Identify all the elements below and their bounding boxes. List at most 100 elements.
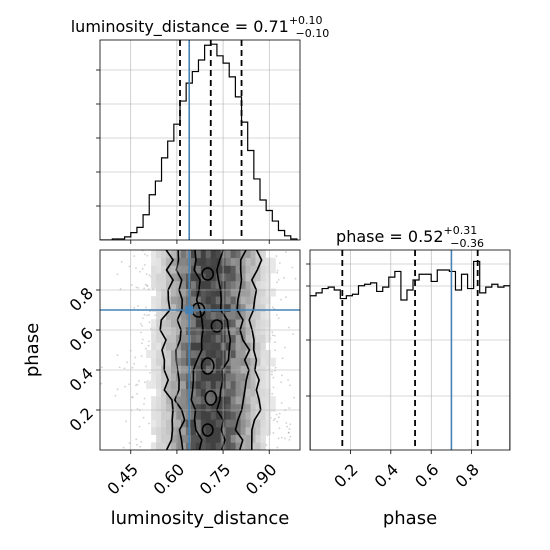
density-cell [235, 326, 241, 336]
density-cell [245, 319, 251, 328]
sample-point [275, 413, 278, 416]
density-cell [195, 396, 202, 405]
density-cell [171, 419, 177, 428]
density-cell [250, 250, 256, 259]
sample-point [116, 354, 119, 356]
density-cell [171, 250, 177, 259]
sample-point [125, 420, 127, 423]
sample-point [280, 381, 282, 384]
density-cell [171, 319, 177, 328]
density-cell [195, 380, 202, 389]
density-cell [260, 303, 266, 312]
density-cell [215, 280, 222, 289]
density-cell [180, 273, 187, 282]
density-cell [151, 380, 157, 389]
density-cell [245, 373, 251, 382]
density-cell [255, 442, 261, 450]
density-cell [230, 334, 237, 343]
density-cell [235, 357, 241, 366]
density-cell [265, 388, 271, 397]
density-cell [195, 388, 202, 397]
density-cell [156, 380, 162, 389]
density-cell [250, 357, 256, 366]
y-axis-label-phase: phase [22, 323, 43, 377]
density-cell [220, 273, 227, 282]
density-cell [220, 403, 227, 412]
density-cell [220, 303, 227, 312]
density-cell [230, 257, 237, 266]
density-cell [200, 373, 207, 382]
density-cell [205, 296, 212, 305]
density-cell [215, 250, 222, 259]
density-cell [156, 442, 162, 450]
sample-point [148, 274, 151, 277]
density-cell [265, 380, 271, 389]
density-cell [250, 411, 256, 420]
sample-point [143, 287, 146, 290]
density-cell [195, 257, 202, 266]
density-cell [151, 342, 157, 351]
density-cell [175, 434, 182, 443]
density-cell [210, 434, 217, 443]
sample-point [141, 325, 143, 327]
sample-point [142, 317, 144, 320]
density-cell [195, 342, 202, 351]
density-cell [240, 426, 246, 436]
sample-point [136, 443, 138, 446]
density-cell [245, 342, 251, 351]
density-cell [190, 311, 197, 320]
density-cell [175, 419, 182, 428]
density-cell [260, 288, 266, 297]
density-cell [255, 357, 261, 366]
density-cell [235, 303, 241, 312]
density-contour [248, 250, 263, 450]
density-cell [166, 373, 172, 382]
density-cell [255, 257, 261, 266]
density-cell [260, 388, 266, 397]
density-cell [225, 419, 232, 428]
density-cell [265, 273, 271, 282]
sample-point [119, 288, 122, 290]
sample-point [271, 334, 274, 337]
density-cell [180, 334, 187, 343]
density-cell [146, 350, 152, 359]
density-cell [240, 434, 246, 443]
density-cell [200, 365, 207, 374]
density-cell [166, 334, 172, 343]
sample-point [294, 277, 297, 280]
density-cell [195, 280, 202, 289]
density-cell [156, 357, 162, 366]
density-cell [240, 326, 246, 336]
density-cell [255, 280, 261, 289]
density-cell [210, 280, 217, 289]
density-cell [195, 334, 202, 343]
density-cell [156, 403, 162, 412]
density-cell [230, 426, 237, 436]
sample-point [291, 266, 294, 269]
density-cell [190, 303, 197, 312]
density-cell [190, 273, 197, 282]
density-cell [151, 257, 157, 266]
density-cell [235, 388, 241, 397]
density-cell [175, 265, 182, 274]
density-cell [265, 411, 271, 420]
sample-point [304, 302, 306, 304]
phase-x-tick-label: 0.6 [411, 460, 442, 491]
sample-point [276, 271, 279, 274]
density-cell [235, 411, 241, 420]
density-cell [250, 257, 256, 266]
density-cell [205, 303, 212, 312]
density-cell [230, 250, 237, 259]
density-cell [190, 388, 197, 397]
density-cell [220, 250, 227, 259]
density-cell [156, 326, 162, 336]
sample-point [146, 314, 149, 317]
density-cell [230, 311, 237, 320]
sample-point [136, 383, 139, 386]
sample-point [134, 356, 137, 359]
density-cell [151, 442, 157, 450]
joint-truth-marker [185, 306, 194, 314]
sample-point [141, 268, 144, 270]
density-cell [245, 426, 251, 436]
